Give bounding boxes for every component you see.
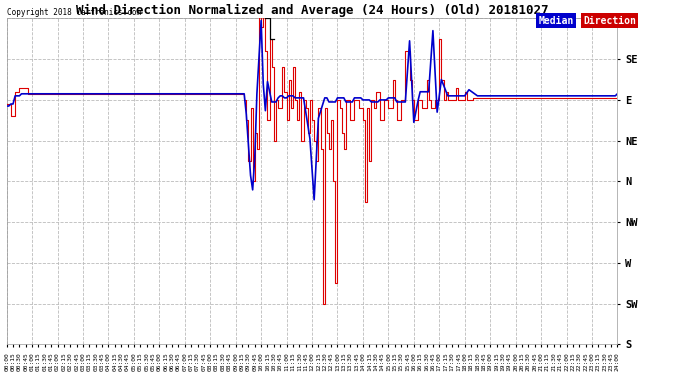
Text: Median: Median — [538, 16, 573, 26]
Text: Copyright 2018 Cartronics.com: Copyright 2018 Cartronics.com — [7, 8, 141, 16]
Title: Wind Direction Normalized and Average (24 Hours) (Old) 20181027: Wind Direction Normalized and Average (2… — [76, 4, 549, 17]
Text: Direction: Direction — [583, 16, 636, 26]
